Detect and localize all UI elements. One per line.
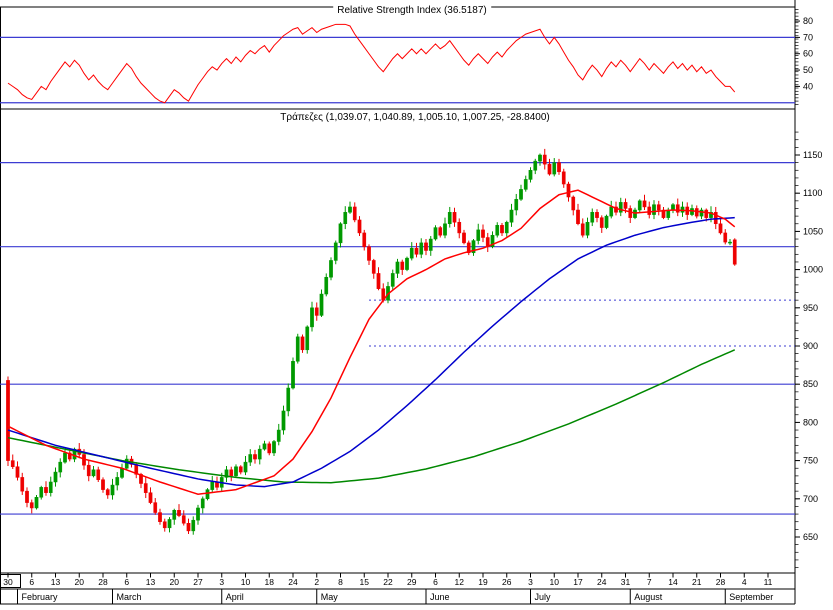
svg-text:4: 4 (742, 577, 747, 587)
svg-text:3: 3 (219, 577, 224, 587)
svg-text:17: 17 (573, 577, 583, 587)
svg-text:April: April (226, 592, 244, 602)
svg-text:22: 22 (383, 577, 393, 587)
svg-text:750: 750 (803, 456, 818, 466)
svg-text:12: 12 (455, 577, 465, 587)
svg-text:30: 30 (3, 577, 13, 587)
svg-text:29: 29 (407, 577, 417, 587)
rsi-layer (0, 23, 795, 104)
price-panel-title: Τράπεζες (1,039.07, 1,040.89, 1,005.10, … (276, 112, 554, 124)
svg-text:50: 50 (803, 65, 813, 75)
svg-text:15: 15 (360, 577, 370, 587)
svg-text:1150: 1150 (803, 150, 822, 160)
svg-text:70: 70 (803, 32, 813, 42)
ma-slow-line (7, 349, 736, 484)
svg-text:14: 14 (668, 577, 678, 587)
svg-text:6: 6 (433, 577, 438, 587)
svg-text:8: 8 (338, 577, 343, 587)
svg-text:20: 20 (170, 577, 180, 587)
svg-text:80: 80 (803, 16, 813, 26)
frame-layer (0, 0, 796, 605)
svg-text:February: February (22, 592, 59, 602)
svg-text:800: 800 (803, 417, 818, 427)
svg-text:7: 7 (647, 577, 652, 587)
svg-text:850: 850 (803, 379, 818, 389)
svg-text:950: 950 (803, 303, 818, 313)
svg-text:60: 60 (803, 49, 813, 59)
svg-text:1000: 1000 (803, 265, 823, 275)
svg-text:28: 28 (98, 577, 108, 587)
svg-text:2: 2 (314, 577, 319, 587)
svg-text:31: 31 (621, 577, 631, 587)
svg-text:6: 6 (124, 577, 129, 587)
svg-text:650: 650 (803, 532, 818, 542)
rsi-panel-title: Relative Strength Index (36.5187) (333, 5, 491, 17)
svg-text:28: 28 (716, 577, 726, 587)
svg-text:August: August (634, 592, 663, 602)
svg-text:1050: 1050 (803, 226, 823, 236)
svg-text:20: 20 (75, 577, 85, 587)
svg-text:13: 13 (51, 577, 61, 587)
svg-text:27: 27 (193, 577, 203, 587)
svg-text:1100: 1100 (803, 188, 822, 198)
svg-text:June: June (430, 592, 450, 602)
svg-text:10: 10 (241, 577, 251, 587)
svg-text:21: 21 (692, 577, 702, 587)
svg-text:6: 6 (29, 577, 34, 587)
svg-text:13: 13 (146, 577, 156, 587)
svg-text:18: 18 (265, 577, 275, 587)
rsi-line (7, 23, 736, 104)
svg-text:September: September (729, 592, 773, 602)
svg-text:700: 700 (803, 494, 818, 504)
price-layer (0, 148, 795, 535)
svg-text:24: 24 (288, 577, 298, 587)
svg-text:July: July (535, 592, 552, 602)
candles-layer (6, 148, 737, 535)
svg-text:900: 900 (803, 341, 818, 351)
ma-fast-line (7, 189, 736, 495)
svg-text:11: 11 (764, 577, 773, 587)
ma-mid-line (7, 216, 735, 488)
svg-text:24: 24 (597, 577, 607, 587)
axis-layer: 80 70 60 50 40 1150 1100 1050 1000 950 900 850 800 75… (0, 9, 823, 604)
svg-text:May: May (321, 592, 339, 602)
svg-text:19: 19 (478, 577, 488, 587)
svg-text:40: 40 (803, 81, 813, 91)
svg-text:26: 26 (502, 577, 512, 587)
svg-text:March: March (117, 592, 142, 602)
svg-text:3: 3 (528, 577, 533, 587)
first-date-box (0, 574, 21, 588)
svg-text:10: 10 (550, 577, 560, 587)
